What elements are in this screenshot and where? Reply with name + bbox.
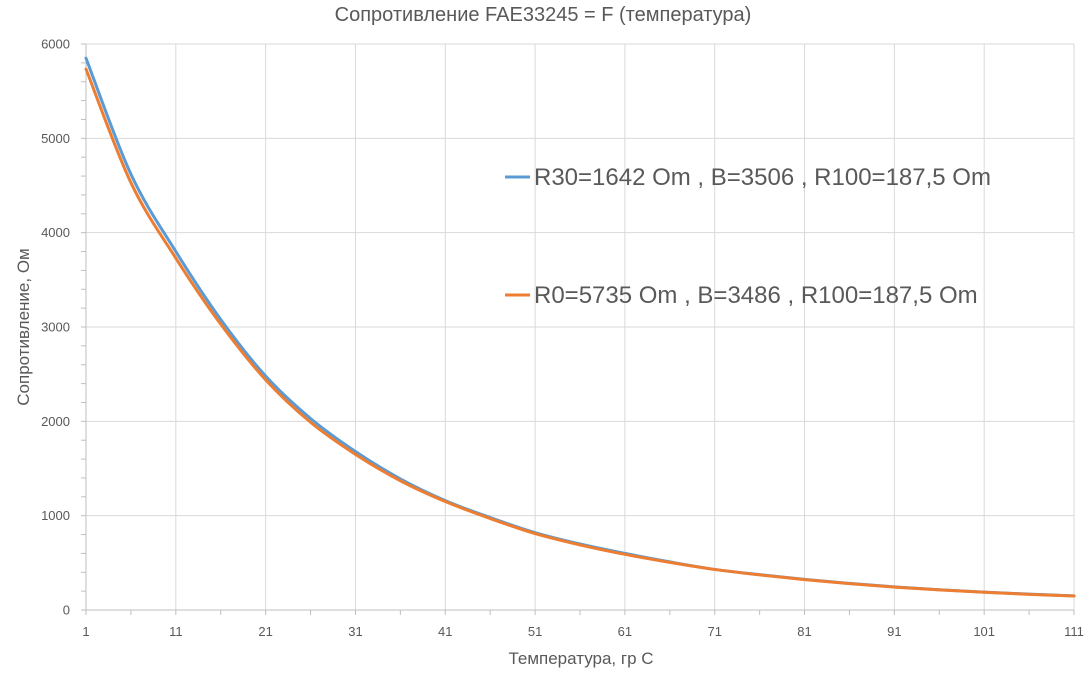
x-tick-label: 61	[618, 624, 632, 639]
x-tick-label: 111	[1064, 624, 1084, 639]
x-tick-label: 91	[887, 624, 901, 639]
y-tick-label: 3000	[41, 320, 70, 335]
x-tick-label: 101	[973, 624, 995, 639]
y-tick-label: 2000	[41, 414, 70, 429]
y-tick-label: 4000	[41, 225, 70, 240]
plot-series	[84, 56, 1076, 598]
x-tick-label: 31	[348, 624, 362, 639]
legend-label-2: R0=5735 Om , B=3486 , R100=187,5 Om	[534, 282, 978, 309]
x-tick-label: 1	[82, 624, 89, 639]
y-tick-label: 0	[63, 603, 70, 618]
legend-label-1: R30=1642 Om , B=3506 , R100=187,5 Om	[534, 164, 991, 191]
x-tick-label: 71	[707, 624, 721, 639]
x-tick-label: 51	[528, 624, 542, 639]
y-axis-title: Сопротивление, Ом	[14, 248, 33, 405]
legend: R30=1642 Om , B=3506 , R100=187,5 Om R0=5…	[505, 164, 991, 309]
y-tick-label: 1000	[41, 508, 70, 523]
gridlines	[86, 43, 1075, 610]
x-tick-label: 41	[438, 624, 452, 639]
x-tick-label: 11	[169, 624, 183, 639]
x-axis-title: Температура, гр С	[508, 649, 653, 668]
chart-title: Сопротивление FAE33245 = F (температура)	[335, 4, 752, 26]
series-line-2	[84, 67, 1076, 598]
x-tick-label: 81	[797, 624, 811, 639]
y-tick-label: 5000	[41, 131, 70, 146]
y-tick-label: 6000	[41, 37, 70, 52]
x-tick-label: 21	[258, 624, 272, 639]
